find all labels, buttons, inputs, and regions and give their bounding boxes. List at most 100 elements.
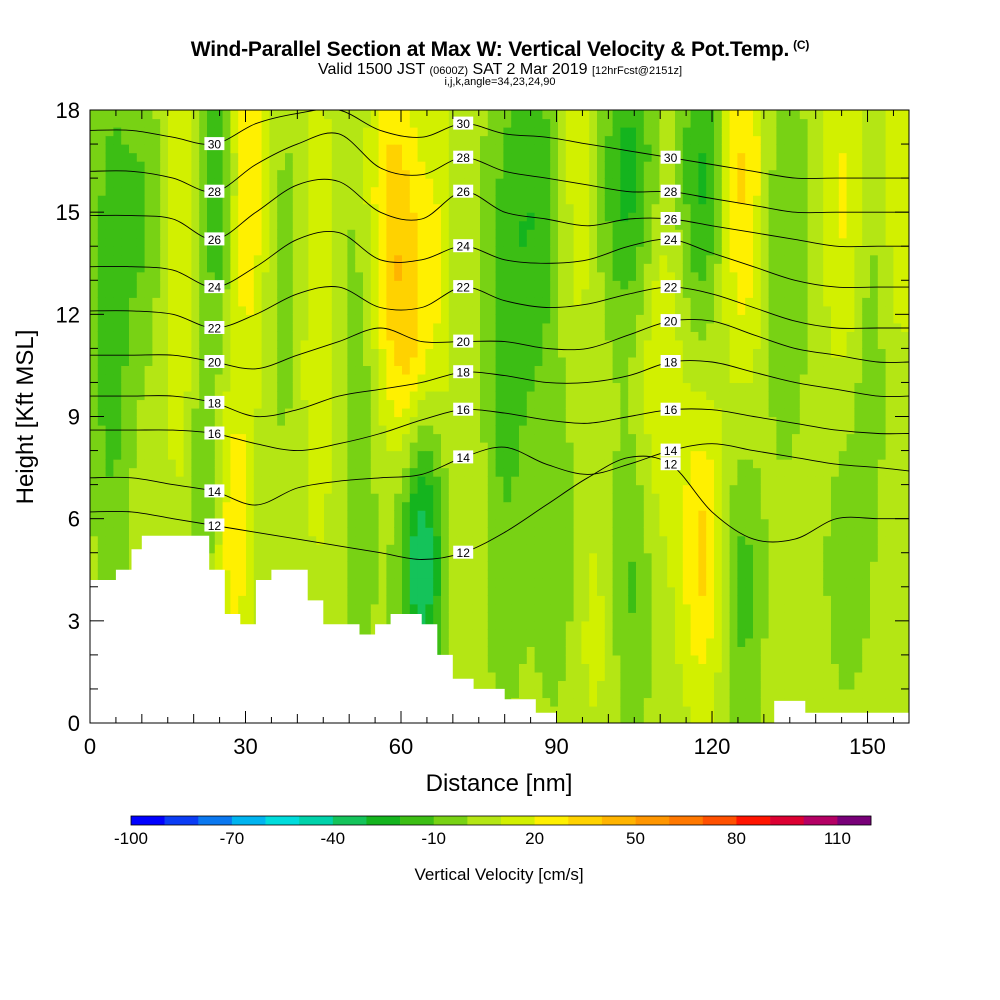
velocity-cell [378,118,387,128]
velocity-cell [222,246,231,256]
velocity-cell [597,484,606,494]
velocity-cell [386,322,395,332]
velocity-cell [308,118,317,128]
velocity-cell [519,229,528,239]
velocity-cell [456,373,465,384]
velocity-cell [542,484,551,494]
velocity-cell [230,535,239,545]
velocity-cell [113,484,122,494]
velocity-cell [370,127,380,137]
velocity-cell [316,135,325,145]
velocity-cell [238,365,247,375]
velocity-cell [238,501,247,511]
velocity-cell [565,612,575,622]
velocity-cell [511,433,520,443]
velocity-cell [160,356,169,367]
velocity-cell [300,203,309,213]
velocity-cell [417,493,426,503]
velocity-cell [168,450,177,460]
velocity-cell [417,331,426,341]
velocity-cell [222,220,231,230]
velocity-cell [324,297,333,307]
velocity-cell [472,459,481,469]
velocity-cell [456,569,465,579]
velocity-cell [550,697,559,707]
velocity-cell [581,305,590,315]
velocity-cell [144,297,153,307]
velocity-cell [565,493,575,503]
velocity-cell [308,425,317,435]
velocity-cell [97,127,107,137]
velocity-cell [214,212,224,222]
velocity-cell [565,365,575,375]
velocity-cell [136,484,146,494]
velocity-cell [441,493,450,503]
velocity-cell [378,399,387,409]
velocity-cell [402,263,411,273]
velocity-cell [526,680,536,690]
velocity-cell [331,161,341,171]
velocity-cell [136,280,146,290]
velocity-cell [168,493,177,503]
velocity-cell [300,297,309,307]
velocity-cell [230,484,239,494]
velocity-cell [448,561,458,571]
velocity-cell [526,535,536,545]
velocity-cell [105,246,114,256]
velocity-cell [246,552,255,562]
velocity-cell [495,603,504,613]
velocity-cell [448,254,458,264]
velocity-cell [97,144,107,154]
velocity-cell [105,356,114,367]
velocity-cell [285,365,294,375]
velocity-cell [339,144,348,154]
velocity-cell [222,305,231,315]
velocity-cell [425,578,434,588]
velocity-cell [495,144,504,154]
velocity-cell [121,314,130,324]
velocity-cell [511,229,520,239]
velocity-cell [152,501,161,511]
velocity-cell [519,237,528,247]
velocity-cell [90,135,99,145]
velocity-cell [378,459,387,469]
velocity-cell [370,161,380,171]
velocity-cell [503,186,512,196]
velocity-cell [363,620,372,630]
velocity-cell [597,637,606,647]
velocity-cell [550,237,559,247]
velocity-cell [417,118,426,128]
velocity-cell [113,561,122,571]
velocity-cell [448,484,458,494]
velocity-cell [394,518,403,528]
velocity-cell [355,254,364,264]
velocity-cell [308,237,317,247]
velocity-cell [425,390,434,401]
velocity-cell [199,459,208,469]
velocity-cell [324,356,333,367]
velocity-cell [363,518,372,528]
velocity-cell [526,331,536,341]
velocity-cell [105,348,114,358]
velocity-cell [628,586,637,596]
velocity-cell [472,629,481,639]
velocity-cell [534,603,543,613]
velocity-cell [253,212,263,222]
velocity-cell [472,620,481,630]
velocity-cell [542,603,551,613]
velocity-cell [378,365,387,375]
velocity-cell [129,339,138,349]
velocity-cell [456,288,465,298]
velocity-cell [526,459,536,469]
velocity-cell [511,237,520,247]
velocity-cell [238,450,247,460]
velocity-cell [565,373,575,384]
velocity-cell [269,169,278,179]
velocity-cell [261,263,270,273]
velocity-cell [558,220,567,230]
velocity-cell [199,501,208,511]
velocity-cell [441,135,450,145]
velocity-cell [480,467,489,477]
velocity-cell [113,450,122,460]
velocity-cell [285,450,294,460]
